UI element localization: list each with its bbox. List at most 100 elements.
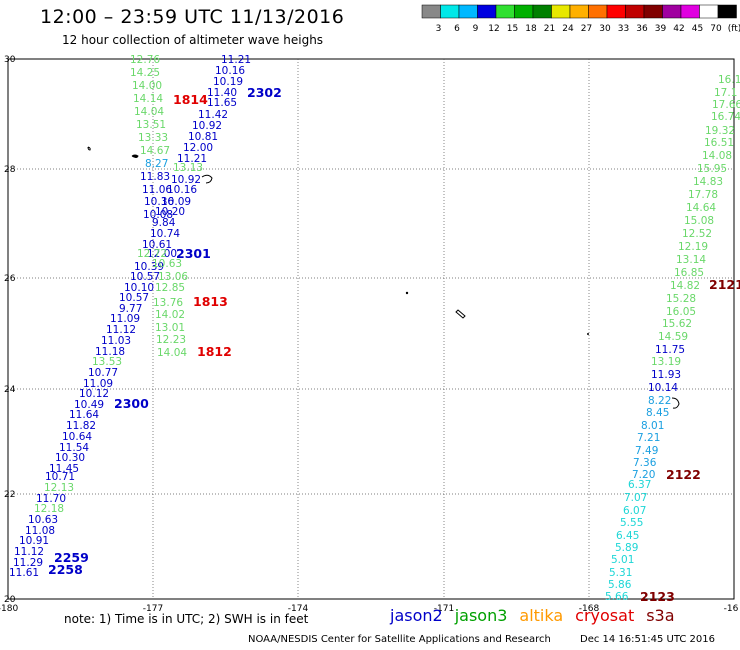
swh-value-label: 10.20 bbox=[155, 206, 185, 218]
satellite-legend-jason2: jason2 bbox=[390, 606, 443, 625]
pass-time-label: 1814 bbox=[173, 92, 208, 107]
pass-time-label: 2300 bbox=[114, 396, 149, 411]
color-scale-label: 6 bbox=[454, 24, 460, 34]
swh-value-label: 12.52 bbox=[682, 228, 712, 240]
footnote: note: 1) Time is in UTC; 2) SWH is in fe… bbox=[64, 612, 309, 626]
swh-value-label: 11.83 bbox=[140, 171, 170, 183]
color-scale-legend: 3 6 9 12 15 18 21 24 27 30 33 36 39 42 45 70 (ft) bbox=[421, 4, 740, 34]
swh-value-label: 6.45 bbox=[616, 530, 639, 542]
color-scale-label: 15 bbox=[507, 24, 518, 34]
pass-time-label: 2259 bbox=[54, 550, 89, 565]
color-scale-label: 30 bbox=[599, 24, 611, 34]
pass-time-label: 2121 bbox=[709, 277, 740, 292]
island-dot bbox=[587, 333, 589, 335]
swh-value-label: 11.45 bbox=[49, 463, 79, 475]
pass-time-label: 2122 bbox=[666, 467, 701, 482]
swh-value-label: 10.92 bbox=[171, 174, 201, 186]
swh-value-label: 15.95 bbox=[697, 163, 727, 175]
color-scale-label: 33 bbox=[618, 24, 629, 34]
swh-value-label: 11.21 bbox=[177, 153, 207, 165]
map-title: 12:00 – 23:59 UTC 11/13/2016 bbox=[40, 6, 345, 28]
generated-timestamp: Dec 14 16:51:45 UTC 2016 bbox=[580, 634, 715, 645]
swh-value-label: 11.21 bbox=[221, 54, 251, 66]
map-subtitle: 12 hour collection of altimeter wave hei… bbox=[62, 33, 324, 47]
swh-value-label: 11.08 bbox=[25, 525, 55, 537]
swh-value-label: 7.49 bbox=[635, 445, 658, 457]
swh-value-label: 11.65 bbox=[207, 97, 237, 109]
latitude-tick-label: 22 bbox=[4, 490, 15, 500]
swh-value-label: 12.18 bbox=[34, 503, 64, 515]
pass-time-label: 1812 bbox=[197, 344, 232, 359]
swh-value-label: 12.19 bbox=[678, 241, 708, 253]
island-shape bbox=[455, 309, 466, 319]
swh-value-label: 17.78 bbox=[688, 189, 718, 201]
swh-value-label: 8.27 bbox=[145, 158, 168, 170]
color-swatch bbox=[717, 4, 737, 19]
swh-value-label: 12.00 bbox=[183, 142, 213, 154]
longitude-tick-label: -180 bbox=[0, 604, 18, 614]
latitude-tick-label: 26 bbox=[4, 274, 16, 284]
longitude-tick-label: -168 bbox=[579, 604, 600, 614]
swh-value-label: 12.13 bbox=[44, 482, 74, 494]
latitude-tick-label: 24 bbox=[4, 385, 16, 395]
swh-value-label: 14.67 bbox=[140, 145, 170, 157]
swh-value-label: 11.93 bbox=[651, 369, 681, 381]
swh-value-label: 10.74 bbox=[150, 228, 180, 240]
swh-value-label: 12.76 bbox=[130, 54, 160, 66]
swh-value-label: 11.03 bbox=[101, 335, 131, 347]
swh-value-label: 10.12 bbox=[79, 388, 109, 400]
color-scale-label: 18 bbox=[525, 24, 537, 34]
pass-time-label: 2258 bbox=[48, 562, 83, 577]
map-grid bbox=[8, 59, 734, 599]
swh-value-label: 10.30 bbox=[55, 452, 85, 464]
swh-value-label: 14.02 bbox=[155, 309, 185, 321]
swh-value-label: 13.14 bbox=[676, 254, 706, 266]
swh-value-label: 10.91 bbox=[19, 535, 49, 547]
swh-value-label: 11.82 bbox=[66, 420, 96, 432]
swh-value-label: 7.07 bbox=[624, 492, 647, 504]
swh-value-label: 9.77 bbox=[119, 303, 142, 315]
pass-time-label: 2123 bbox=[640, 589, 675, 604]
swh-value-label: 10.16 bbox=[167, 184, 197, 196]
swh-value-label: 13.51 bbox=[136, 119, 166, 131]
swh-value-label: 10.36 bbox=[144, 196, 174, 208]
pass-time-label: 1813 bbox=[193, 294, 228, 309]
swh-value-label: 8.45 bbox=[646, 407, 669, 419]
swh-value-label: 14.25 bbox=[130, 67, 160, 79]
swh-value-label: 10.49 bbox=[74, 399, 104, 411]
swh-value-label: 17.66 bbox=[712, 99, 740, 111]
swh-value-label: 10.09 bbox=[161, 196, 191, 208]
swh-value-label: 10.64 bbox=[62, 431, 92, 443]
swh-value-label: 14.64 bbox=[686, 202, 716, 214]
map-frame bbox=[7, 58, 735, 600]
swh-value-label: 10.57 bbox=[130, 271, 160, 283]
swh-value-label: 12.72 bbox=[137, 248, 167, 260]
swh-value-label: 11.61 bbox=[9, 567, 39, 579]
swh-value-label: 11.42 bbox=[198, 109, 228, 121]
satellite-legend-cryosat: cryosat bbox=[575, 606, 635, 625]
color-scale-label: 12 bbox=[488, 24, 499, 34]
swh-value-label: 10.39 bbox=[134, 261, 164, 273]
swh-value-label: 14.00 bbox=[132, 80, 162, 92]
swh-value-label: 8.01 bbox=[641, 420, 664, 432]
swh-value-label: 11.75 bbox=[655, 344, 685, 356]
swh-value-label: 11.09 bbox=[110, 313, 140, 325]
swh-value-label: 7.21 bbox=[637, 432, 660, 444]
color-scale-label: 36 bbox=[636, 24, 648, 34]
color-scale-label: 70 bbox=[710, 24, 722, 34]
swh-value-label: 6.37 bbox=[628, 479, 651, 491]
swh-value-label: 5.55 bbox=[620, 517, 643, 529]
swh-value-label: 12.00 bbox=[147, 248, 177, 260]
island-outlines bbox=[87, 146, 680, 409]
swh-value-label: 11.54 bbox=[59, 442, 89, 454]
swh-value-label: 16.85 bbox=[674, 267, 704, 279]
swh-value-label: 11.70 bbox=[36, 493, 66, 505]
swh-value-label: 17.1 bbox=[714, 87, 737, 99]
swh-value-label: 12.85 bbox=[155, 282, 185, 294]
color-scale-label: 45 bbox=[692, 24, 703, 34]
swh-value-label: 15.08 bbox=[684, 215, 714, 227]
swh-value-label: 12.23 bbox=[156, 334, 186, 346]
swh-value-label: 13.33 bbox=[138, 132, 168, 144]
